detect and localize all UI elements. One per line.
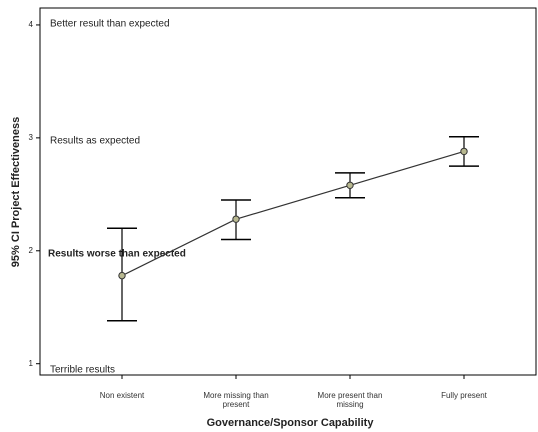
y-tick-label: 3 xyxy=(29,133,34,142)
y-tick-label: 2 xyxy=(29,246,34,255)
annotation: Results as expected xyxy=(50,136,140,147)
mean-marker xyxy=(460,147,468,156)
x-tick-label: Non existent xyxy=(99,391,145,400)
x-tick-label: More present than missing xyxy=(317,391,383,409)
annotation: Results worse than expected xyxy=(48,249,186,260)
x-axis-label: Governance/Sponsor Capability xyxy=(207,417,375,429)
y-tick-label: 1 xyxy=(29,359,34,368)
mean-marker xyxy=(232,215,240,223)
y-tick-label: 4 xyxy=(29,20,34,29)
plot-frame xyxy=(39,7,537,376)
mean-line xyxy=(121,150,465,277)
x-tick-label: Fully present xyxy=(441,391,487,400)
annotation: Terrible results xyxy=(50,365,115,376)
mean-marker xyxy=(346,181,354,189)
annotation: Better result than expected xyxy=(50,19,170,30)
mean-marker xyxy=(118,271,126,280)
x-tick-label: More missing than present xyxy=(203,391,269,409)
y-axis-label: 95% CI Project Effectiveness xyxy=(10,117,22,267)
